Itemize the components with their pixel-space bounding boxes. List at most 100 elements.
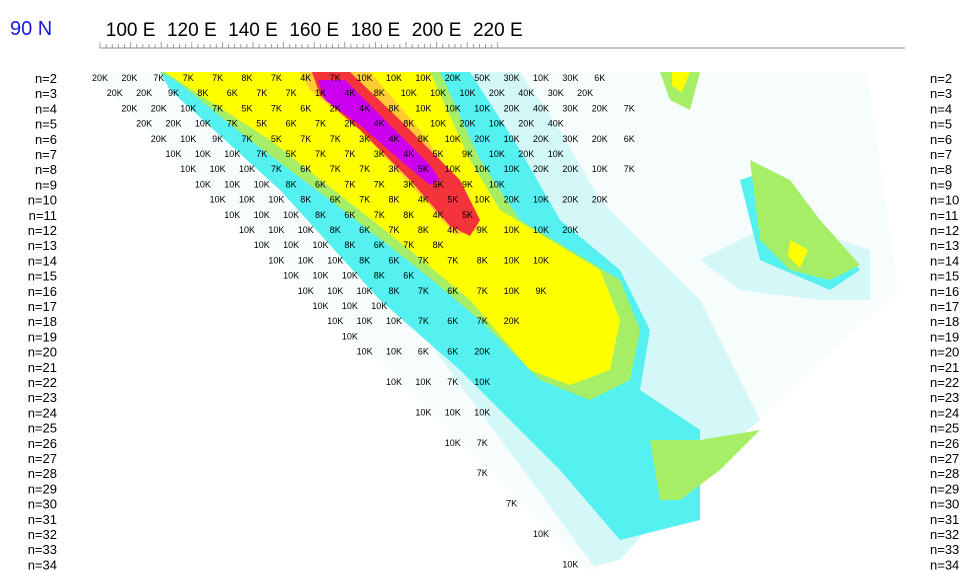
row-label-left: n=31	[28, 512, 57, 527]
cell-value: 7K	[447, 255, 458, 265]
row-label-left: n=34	[28, 557, 57, 571]
cell-value: 10K	[283, 240, 299, 250]
cell-value: 7K	[477, 286, 488, 296]
cell-value: 7K	[212, 103, 223, 113]
cell-value: 20K	[121, 73, 137, 83]
cell-value: 7K	[447, 377, 458, 387]
cell-value: 10K	[445, 164, 461, 174]
row-label-left: n=5	[35, 117, 57, 132]
cell-value: 20K	[592, 195, 608, 205]
row-label-right: n=19	[930, 329, 959, 344]
row-label-left: n=15	[28, 269, 57, 284]
row-label-right: n=27	[930, 451, 959, 466]
cell-value: 7K	[153, 73, 164, 83]
cell-value: 20K	[121, 103, 137, 113]
cell-value: 50K	[474, 73, 490, 83]
cell-value: 3K	[388, 164, 399, 174]
cell-value: 10K	[342, 301, 358, 311]
cell-value: 8K	[197, 88, 208, 98]
cell-value: 7K	[624, 164, 635, 174]
cell-value: 7K	[330, 134, 341, 144]
row-labels-right: n=2n=3n=4n=5n=6n=7n=8n=9n=10n=11n=12n=13…	[930, 71, 959, 571]
cell-value: 10K	[415, 73, 431, 83]
cell-value: 10K	[327, 316, 343, 326]
cell-value: 20K	[92, 73, 108, 83]
cell-value: 7K	[256, 149, 267, 159]
cell-value: 4K	[359, 103, 370, 113]
cell-value: 30K	[504, 73, 520, 83]
cell-value: 6K	[300, 164, 311, 174]
cell-value: 10K	[445, 134, 461, 144]
corner-label: 90 N	[10, 18, 53, 40]
row-label-left: n=27	[28, 451, 57, 466]
cell-value: 10K	[327, 255, 343, 265]
cell-value: 20K	[562, 225, 578, 235]
cell-value: 10K	[489, 119, 505, 129]
cell-value: 6K	[286, 119, 297, 129]
cell-value: 8K	[330, 225, 341, 235]
cell-value: 10K	[224, 179, 240, 189]
cell-value: 10K	[224, 210, 240, 220]
cell-value: 40K	[518, 88, 534, 98]
cell-value: 20K	[136, 88, 152, 98]
cell-value: 9K	[462, 179, 473, 189]
cell-value: 4K	[374, 119, 385, 129]
cell-value: 10K	[401, 88, 417, 98]
cell-value: 20K	[107, 88, 123, 98]
cell-value: 20K	[562, 164, 578, 174]
cell-value: 2K	[330, 103, 341, 113]
cell-value: 8K	[403, 210, 414, 220]
row-label-left: n=28	[28, 466, 57, 481]
cell-value: 6K	[315, 179, 326, 189]
cell-value: 7K	[359, 164, 370, 174]
cell-value: 20K	[165, 119, 181, 129]
cell-value: 8K	[374, 271, 385, 281]
cell-value: 7K	[506, 499, 517, 509]
cell-value: 8K	[315, 210, 326, 220]
cell-value: 6K	[344, 210, 355, 220]
cell-value: 20K	[489, 88, 505, 98]
row-label-right: n=17	[930, 299, 959, 314]
cell-value: 30K	[562, 134, 578, 144]
cell-value: 7K	[271, 164, 282, 174]
cell-value: 9K	[212, 134, 223, 144]
x-tick-label: 200 E	[412, 20, 462, 41]
cell-value: 20K	[151, 134, 167, 144]
cell-value: 7K	[330, 73, 341, 83]
row-label-right: n=10	[930, 193, 959, 208]
cell-value: 10K	[504, 255, 520, 265]
cell-value: 10K	[195, 119, 211, 129]
cell-value: 10K	[283, 271, 299, 281]
cell-value: 40K	[548, 119, 564, 129]
x-tick-label: 180 E	[351, 20, 401, 41]
cell-value: 10K	[459, 88, 475, 98]
cell-value: 10K	[342, 271, 358, 281]
cell-value: 5K	[241, 103, 252, 113]
cell-value: 40K	[533, 103, 549, 113]
cell-value: 9K	[168, 88, 179, 98]
field-cyan	[160, 72, 700, 540]
cell-value: 10K	[298, 225, 314, 235]
row-label-left: n=18	[28, 314, 57, 329]
cell-value: 10K	[533, 225, 549, 235]
cell-value: 7K	[286, 88, 297, 98]
cell-value: 30K	[562, 103, 578, 113]
row-label-left: n=10	[28, 193, 57, 208]
field-green-right	[750, 160, 860, 280]
cell-value: 7K	[271, 103, 282, 113]
cell-value: 20K	[474, 347, 490, 357]
row-label-left: n=11	[29, 208, 57, 223]
cell-value: 20K	[504, 195, 520, 205]
row-label-right: n=21	[930, 360, 959, 375]
row-label-left: n=9	[35, 177, 57, 192]
cell-value: 7K	[300, 134, 311, 144]
cell-value: 6K	[359, 225, 370, 235]
cell-value: 20K	[518, 119, 534, 129]
row-label-left: n=21	[28, 360, 57, 375]
cell-value: 5K	[462, 210, 473, 220]
cell-value: 5K	[447, 195, 458, 205]
row-label-right: n=18	[930, 314, 959, 329]
row-label-right: n=22	[930, 375, 959, 390]
cell-value: 7K	[359, 195, 370, 205]
cell-value: 10K	[180, 164, 196, 174]
